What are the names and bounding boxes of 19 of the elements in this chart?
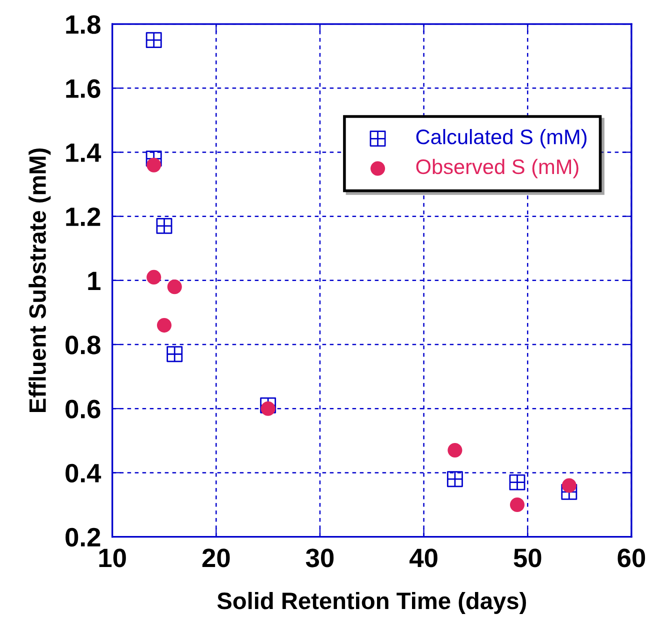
y-tick-label: 1.8 xyxy=(66,15,100,34)
x-tick-label: 40 xyxy=(410,548,438,568)
y-tick-label: 1 xyxy=(88,272,100,290)
y-tick-label: 0.2 xyxy=(66,528,100,547)
x-tick-label: 50 xyxy=(514,548,542,568)
legend-label: Calculated S (mM) xyxy=(416,129,586,148)
y-tick-label: 0.6 xyxy=(66,400,100,418)
legend-label: Observed S (mM) xyxy=(416,158,578,178)
y-tick-label: 0.4 xyxy=(66,464,102,483)
x-tick-label: 10 xyxy=(99,548,126,568)
x-axis-title: Solid Retention Time (days) xyxy=(217,592,526,614)
y-axis-title: Effluent Substrate (mM) xyxy=(28,148,51,412)
x-tick-label: 20 xyxy=(202,548,230,568)
x-tick-label: 60 xyxy=(618,548,646,568)
x-tick-label: 30 xyxy=(306,548,334,568)
y-tick-label: 1.6 xyxy=(66,79,100,98)
y-tick-label: 0.8 xyxy=(66,336,100,354)
y-tick-label: 1.4 xyxy=(66,144,102,162)
y-tick-label: 1.2 xyxy=(66,207,100,226)
